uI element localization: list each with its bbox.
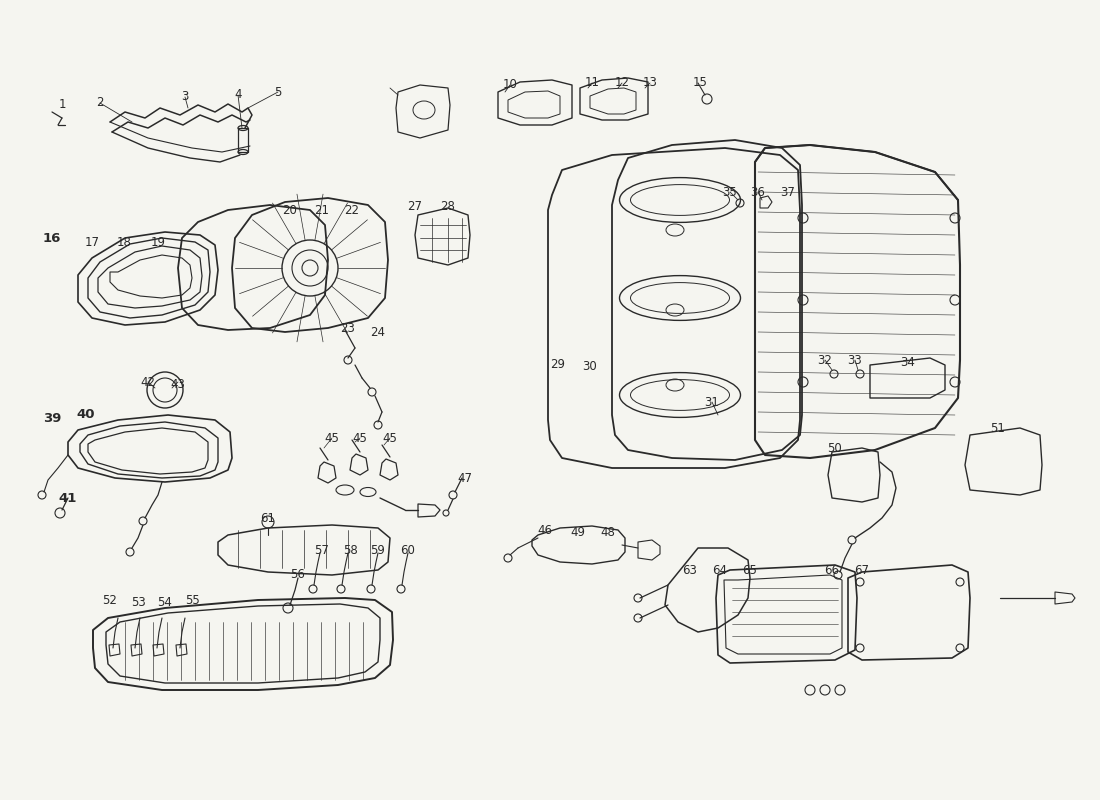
Text: 63: 63: [683, 563, 697, 577]
Text: 64: 64: [713, 563, 727, 577]
Text: 57: 57: [315, 543, 329, 557]
Text: 23: 23: [341, 322, 355, 334]
Text: 45: 45: [324, 431, 340, 445]
Text: 32: 32: [817, 354, 833, 366]
Text: 19: 19: [151, 235, 165, 249]
Text: 47: 47: [458, 471, 473, 485]
Text: 52: 52: [102, 594, 118, 606]
Text: 36: 36: [750, 186, 766, 198]
Text: 67: 67: [855, 563, 869, 577]
Text: 29: 29: [550, 358, 565, 371]
Text: 53: 53: [131, 595, 145, 609]
Text: 15: 15: [693, 77, 707, 90]
Text: 24: 24: [371, 326, 385, 338]
Text: 55: 55: [185, 594, 199, 606]
Text: 20: 20: [283, 203, 297, 217]
Text: 28: 28: [441, 201, 455, 214]
Text: 40: 40: [77, 409, 96, 422]
Text: 51: 51: [991, 422, 1005, 434]
Text: 5: 5: [274, 86, 282, 98]
Text: 27: 27: [407, 201, 422, 214]
Text: 37: 37: [781, 186, 795, 198]
Text: 42: 42: [141, 375, 155, 389]
Text: 58: 58: [342, 543, 358, 557]
Text: 12: 12: [615, 77, 629, 90]
Text: 21: 21: [315, 203, 330, 217]
Text: 11: 11: [584, 77, 600, 90]
Text: 50: 50: [827, 442, 843, 454]
Text: 22: 22: [344, 203, 360, 217]
Text: 45: 45: [383, 431, 397, 445]
Text: 13: 13: [642, 77, 658, 90]
Text: 60: 60: [400, 543, 416, 557]
Text: 3: 3: [182, 90, 189, 103]
Text: 59: 59: [371, 543, 385, 557]
Text: 48: 48: [601, 526, 615, 538]
Text: 43: 43: [170, 378, 186, 390]
Text: 34: 34: [901, 355, 915, 369]
Text: 66: 66: [825, 563, 839, 577]
Text: 39: 39: [43, 411, 62, 425]
Text: 1: 1: [58, 98, 66, 111]
Text: 65: 65: [742, 563, 758, 577]
Text: 4: 4: [234, 89, 242, 102]
Text: 16: 16: [43, 231, 62, 245]
Text: 56: 56: [290, 569, 306, 582]
Text: 33: 33: [848, 354, 862, 366]
Text: 46: 46: [538, 523, 552, 537]
Text: 18: 18: [117, 235, 131, 249]
Text: 54: 54: [157, 595, 173, 609]
Text: 61: 61: [261, 511, 275, 525]
Text: 17: 17: [85, 235, 99, 249]
Text: 2: 2: [97, 97, 103, 110]
Text: 30: 30: [583, 361, 597, 374]
Text: 31: 31: [705, 395, 719, 409]
Text: 10: 10: [503, 78, 517, 91]
Text: 35: 35: [723, 186, 737, 198]
Text: 41: 41: [58, 491, 77, 505]
Text: 49: 49: [571, 526, 585, 538]
Text: 45: 45: [353, 431, 367, 445]
